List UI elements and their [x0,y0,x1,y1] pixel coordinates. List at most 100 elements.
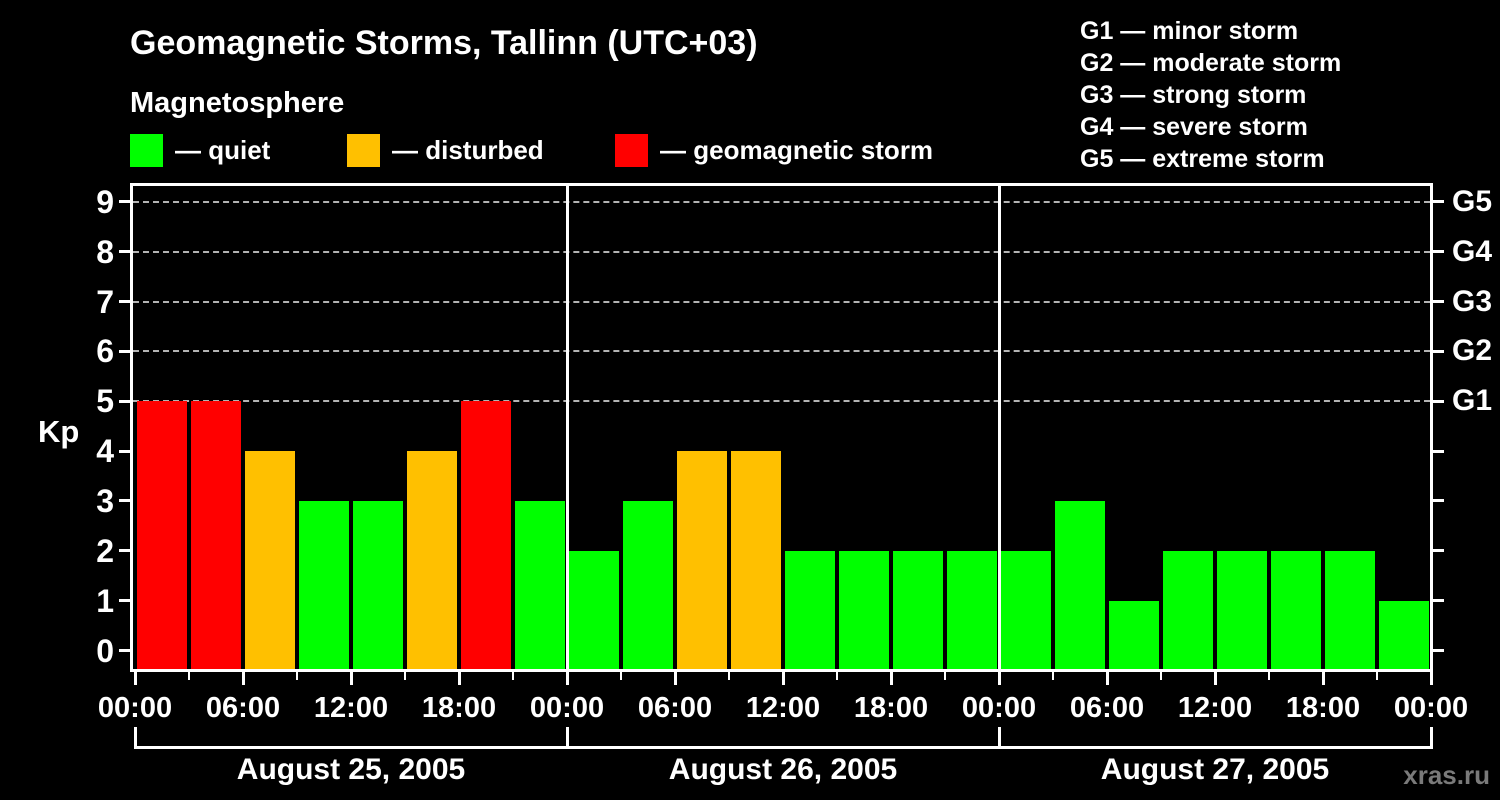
x-major-tick [133,672,137,685]
y-tick-label: 7 [96,283,114,320]
x-major-tick [565,672,569,685]
legend-swatch-storm [615,134,648,167]
watermark: xras.ru [1403,760,1490,790]
kp-bar [785,550,835,669]
y-tick-label: 4 [96,433,114,470]
grid-line [133,250,1430,253]
legend-label-quiet: — quiet [175,135,271,165]
y-tick [119,649,130,653]
right-tick [1433,200,1444,204]
y-tick-label: 3 [96,482,114,519]
day-separator [565,186,569,669]
right-tick [1433,300,1444,303]
g-axis-label: G2 [1452,334,1493,368]
y-tick-label: 5 [96,383,114,420]
x-tick-label: 18:00 [853,692,929,724]
right-tick [1433,499,1444,503]
bracket-stub [565,727,569,749]
day-bracket [135,746,567,749]
x-tick-label: 18:00 [1285,692,1361,724]
x-minor-tick [188,672,190,680]
g-axis-label: G1 [1452,384,1493,418]
kp-bar [191,401,241,669]
y-tick [119,599,130,603]
x-minor-tick [404,672,406,680]
right-tick [1433,599,1444,603]
kp-bar [623,500,673,669]
kp-bar [299,500,349,669]
x-minor-tick [620,672,622,680]
kp-bar [677,451,727,669]
kp-axis-label: Kp [38,414,80,449]
kp-bar [569,550,619,669]
x-tick-label: 06:00 [637,692,713,724]
legend-swatch-quiet [130,134,163,167]
x-major-tick [1429,672,1433,685]
y-tick [119,300,130,303]
x-major-tick [457,672,461,685]
kp-bar [1325,550,1375,669]
bracket-stub [1429,727,1433,749]
right-tick [1433,399,1444,403]
page-title: Geomagnetic Storms, Tallinn (UTC+03) [130,24,758,62]
x-major-tick [889,672,893,685]
x-tick-label: 00:00 [961,692,1037,724]
x-major-tick [673,672,677,685]
kp-bar [1055,500,1105,669]
right-tick [1433,449,1444,453]
kp-bar [137,401,187,669]
y-tick [119,349,130,353]
day-separator [997,186,1001,669]
kp-bar [515,500,565,669]
g-legend-item: G5 — extreme storm [1080,145,1325,173]
legend-label-storm: — geomagnetic storm [660,135,934,165]
y-tick [119,499,130,503]
g-legend-item: G3 — strong storm [1080,81,1307,109]
y-tick-label: 0 [96,632,114,669]
x-tick-label: 00:00 [1393,692,1469,724]
y-tick [119,549,130,553]
y-tick-label: 6 [96,333,114,370]
right-tick [1433,250,1444,254]
y-tick-label: 2 [96,532,114,569]
x-tick-label: 00:00 [97,692,173,724]
magnetosphere-subtitle: Magnetosphere [130,87,345,119]
x-minor-tick [944,672,946,680]
x-tick-label: 12:00 [745,692,821,724]
grid-line [133,200,1430,203]
x-major-tick [781,672,785,685]
kp-bar [1271,550,1321,669]
day-label: August 26, 2005 [668,753,898,786]
y-tick-label: 9 [96,183,114,220]
kp-bar [947,550,997,669]
legend-label-disturbed: — disturbed [392,135,544,165]
x-tick-label: 00:00 [529,692,605,724]
y-tick [119,399,130,403]
x-tick-label: 06:00 [205,692,281,724]
right-tick [1433,649,1444,653]
x-major-tick [349,672,353,685]
kp-bar [407,451,457,669]
kp-bar [353,500,403,669]
kp-bar [245,451,295,669]
y-tick [119,250,130,254]
kp-bar [839,550,889,669]
x-major-tick [241,672,245,685]
kp-bar [1379,600,1429,669]
x-tick-label: 06:00 [1069,692,1145,724]
grid-line [133,350,1430,353]
kp-bar [1001,550,1051,669]
kp-bar [461,401,511,669]
day-bracket [567,746,999,749]
g-legend-item: G1 — minor storm [1080,17,1299,45]
right-tick [1433,549,1444,553]
kp-bar [1217,550,1267,669]
x-major-tick [1321,672,1325,685]
y-tick [119,200,130,204]
bracket-stub [133,727,137,749]
g-axis-label: G3 [1452,284,1493,318]
kp-bar [731,451,781,669]
x-minor-tick [1160,672,1162,680]
